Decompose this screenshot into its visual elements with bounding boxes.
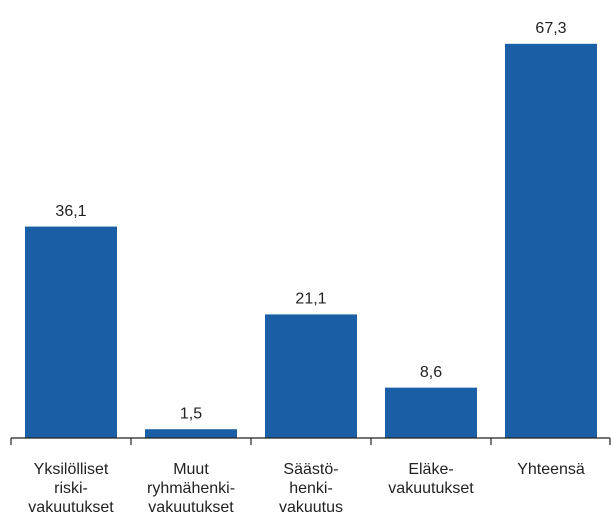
x-tick-label: riski-	[54, 480, 88, 497]
value-label: 8,6	[420, 364, 442, 381]
x-tick-label: vakuutukset	[28, 499, 114, 516]
x-tick-label: ryhmähenki-	[147, 480, 235, 497]
bar	[385, 387, 477, 438]
bar	[25, 226, 117, 438]
bar	[265, 314, 357, 438]
x-tick-label: vakuutukset	[148, 499, 234, 516]
bar	[145, 429, 237, 438]
value-label: 36,1	[55, 203, 86, 220]
x-tick-label: vakuutukset	[388, 480, 474, 497]
value-label: 67,3	[535, 20, 566, 37]
value-label: 1,5	[180, 405, 202, 422]
x-tick-label: Muut	[173, 461, 209, 478]
x-tick-label: henki-	[289, 480, 333, 497]
x-tick-label: Yhteensä	[517, 461, 585, 478]
x-tick-label: Yksilölliset	[34, 461, 109, 478]
x-tick-label: vakuutus	[279, 499, 343, 516]
bar	[505, 43, 597, 439]
x-tick-label: Säästö-	[283, 461, 338, 478]
value-label: 21,1	[295, 291, 326, 308]
x-tick-label: Eläke-	[408, 461, 453, 478]
